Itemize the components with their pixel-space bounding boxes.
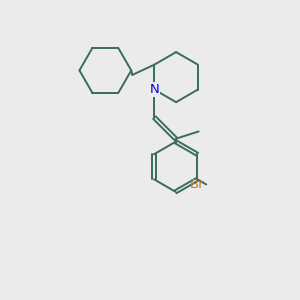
Text: Br: Br [190,178,205,191]
Text: N: N [149,83,159,96]
